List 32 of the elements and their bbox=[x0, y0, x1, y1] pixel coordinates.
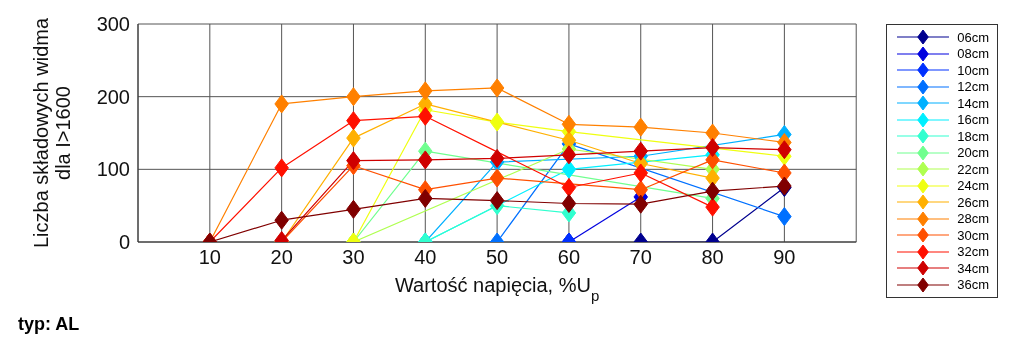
legend-label: 20cm bbox=[957, 145, 989, 161]
x-tick-label: 50 bbox=[485, 246, 509, 269]
legend-label: 14cm bbox=[957, 95, 989, 111]
text: typ: AL bbox=[18, 314, 80, 335]
x-tick-label: 30 bbox=[342, 246, 365, 269]
legend-label: 36cm bbox=[957, 277, 989, 293]
x-tick-label: 70 bbox=[629, 246, 652, 269]
legend-label: 08cm bbox=[957, 46, 989, 62]
legend-label: 16cm bbox=[957, 112, 989, 128]
legend-label: 10cm bbox=[957, 62, 989, 78]
x-tick-label: 20 bbox=[270, 246, 293, 269]
y-tick-label: 100 bbox=[96, 158, 130, 181]
legend-label: 12cm bbox=[957, 79, 989, 95]
y-tick-label: 300 bbox=[96, 13, 130, 36]
legend-label: 24cm bbox=[957, 178, 989, 194]
legend-label: 32cm bbox=[957, 244, 989, 260]
legend-label: 22cm bbox=[957, 161, 989, 177]
x-axis-title: Wartość napięcia, %U$_{p}$ bbox=[394, 274, 600, 304]
x-tick-label: 80 bbox=[701, 246, 724, 269]
y-tick-label: 0 bbox=[118, 231, 130, 254]
x-tick-label: 60 bbox=[557, 246, 581, 269]
x-tick-label: 10 bbox=[198, 246, 221, 269]
y-axis-title: Liczba składowych widma dla I>1600 bbox=[30, 17, 74, 249]
legend-label: 06cm bbox=[957, 29, 989, 45]
legend-label: 30cm bbox=[957, 227, 989, 243]
legend-label: 18cm bbox=[957, 128, 989, 144]
y-tick-label: 200 bbox=[96, 85, 130, 108]
legend-label: 34cm bbox=[957, 260, 989, 276]
x-tick-label: 90 bbox=[773, 246, 796, 269]
legend-label: 28cm bbox=[957, 211, 989, 227]
x-tick-label: 40 bbox=[414, 246, 437, 269]
legend-label: 26cm bbox=[957, 194, 989, 210]
